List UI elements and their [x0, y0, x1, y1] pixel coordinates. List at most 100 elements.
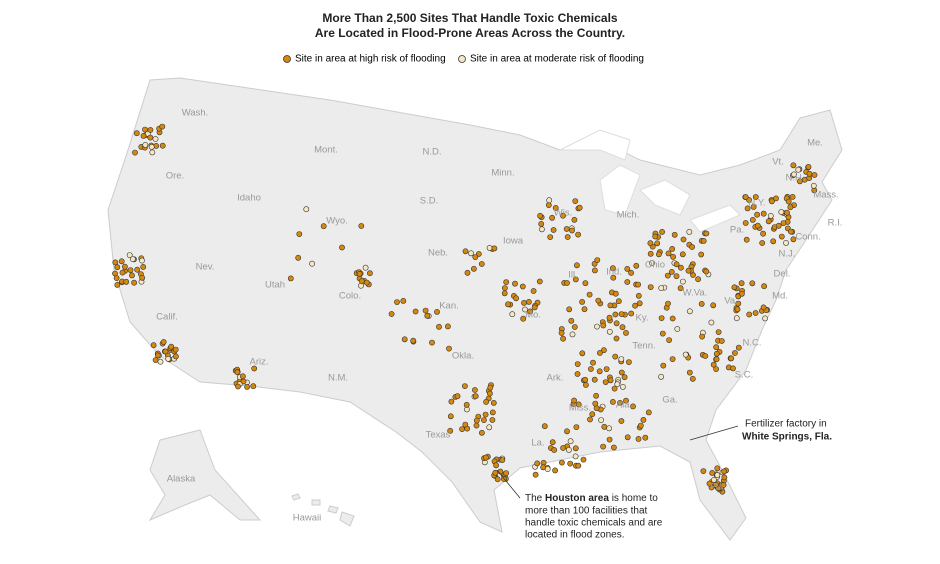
- site-dot: [454, 393, 461, 400]
- hawaii: [291, 493, 355, 527]
- site-dot: [538, 220, 545, 227]
- site-dot: [738, 280, 745, 287]
- site-dot: [560, 445, 566, 451]
- site-dot: [493, 462, 499, 469]
- site-dot: [698, 251, 705, 258]
- state-label: Ala.: [616, 400, 632, 411]
- site-dot: [462, 421, 469, 428]
- site-dot: [157, 358, 164, 365]
- site-dot: [295, 254, 302, 261]
- site-dot: [658, 285, 665, 291]
- site-dot: [713, 366, 719, 372]
- site-dot: [154, 352, 161, 359]
- site-dot: [582, 280, 589, 287]
- state-label: Calif.: [156, 312, 178, 323]
- site-dot: [665, 250, 672, 257]
- site-dot: [642, 434, 649, 441]
- site-dot: [710, 302, 717, 309]
- site-dot: [483, 398, 489, 405]
- site-dot: [520, 315, 527, 322]
- site-dot: [572, 453, 579, 460]
- state-label: Wyo.: [326, 216, 348, 227]
- site-dot: [728, 355, 735, 362]
- site-dot: [473, 422, 480, 429]
- site-dot: [587, 416, 593, 423]
- site-dot: [363, 279, 370, 286]
- site-dot: [647, 240, 654, 247]
- site-dot: [447, 413, 454, 420]
- site-dot: [710, 361, 717, 368]
- site-dot: [615, 298, 622, 305]
- site-dot: [624, 279, 631, 285]
- site-dot: [602, 379, 609, 385]
- site-dot: [611, 444, 617, 451]
- site-dot: [652, 233, 659, 240]
- site-dot: [239, 373, 246, 380]
- state-label: N.H.: [786, 173, 805, 184]
- site-dot: [541, 423, 548, 430]
- site-dot: [790, 236, 797, 243]
- site-dot: [703, 268, 710, 275]
- site-dot: [574, 361, 581, 367]
- site-dot: [613, 320, 620, 327]
- site-dot: [686, 369, 693, 376]
- site-dot: [491, 245, 498, 252]
- site-dot: [640, 416, 647, 423]
- site-dot: [563, 226, 570, 232]
- site-dot: [172, 353, 179, 360]
- state-label: Md.: [772, 291, 788, 302]
- site-dot: [606, 425, 612, 432]
- site-dot: [478, 429, 485, 436]
- state-label: R.I.: [828, 218, 843, 229]
- site-dot: [358, 278, 365, 284]
- site-dot: [150, 342, 157, 349]
- site-dot: [749, 280, 756, 287]
- site-dot: [560, 335, 566, 342]
- state-label: Ind.: [606, 267, 622, 278]
- site-dot: [560, 212, 566, 219]
- state-label: Tenn.: [632, 341, 655, 352]
- site-dot: [754, 211, 760, 218]
- site-dot: [749, 216, 756, 223]
- site-dot: [459, 426, 465, 432]
- site-dot: [598, 417, 604, 423]
- site-dot: [706, 480, 713, 487]
- site-dot: [152, 136, 159, 142]
- site-dot: [673, 273, 680, 280]
- site-dot: [635, 435, 642, 442]
- site-dot: [586, 291, 593, 298]
- site-dot: [567, 460, 574, 467]
- site-dot: [597, 349, 603, 356]
- site-dot: [131, 279, 137, 286]
- site-dot: [784, 209, 790, 216]
- site-dot: [470, 265, 477, 272]
- site-dot: [160, 339, 167, 345]
- site-dot: [635, 292, 642, 299]
- site-dot: [401, 336, 408, 343]
- site-dot: [575, 231, 581, 238]
- site-dot: [811, 172, 818, 178]
- site-dot: [552, 467, 558, 474]
- state-label: Mass.: [813, 190, 838, 201]
- state-label: Colo.: [339, 291, 361, 302]
- site-dot: [250, 383, 257, 390]
- state-label: S.D.: [420, 196, 438, 207]
- state-label: Del.: [774, 269, 791, 280]
- site-dot: [789, 193, 796, 200]
- site-dot: [600, 443, 606, 450]
- site-dot: [618, 369, 625, 376]
- site-dot: [574, 371, 581, 377]
- site-dot: [669, 245, 676, 252]
- site-dot: [635, 281, 641, 288]
- site-dot: [689, 244, 695, 250]
- site-dot: [671, 231, 678, 238]
- site-dot: [571, 397, 577, 404]
- site-dot: [624, 265, 631, 272]
- site-dot: [461, 383, 468, 389]
- site-dot: [674, 326, 681, 332]
- state-label: Me.: [807, 138, 823, 149]
- site-dot: [531, 304, 538, 311]
- site-dot: [677, 285, 684, 292]
- site-dot: [572, 198, 579, 204]
